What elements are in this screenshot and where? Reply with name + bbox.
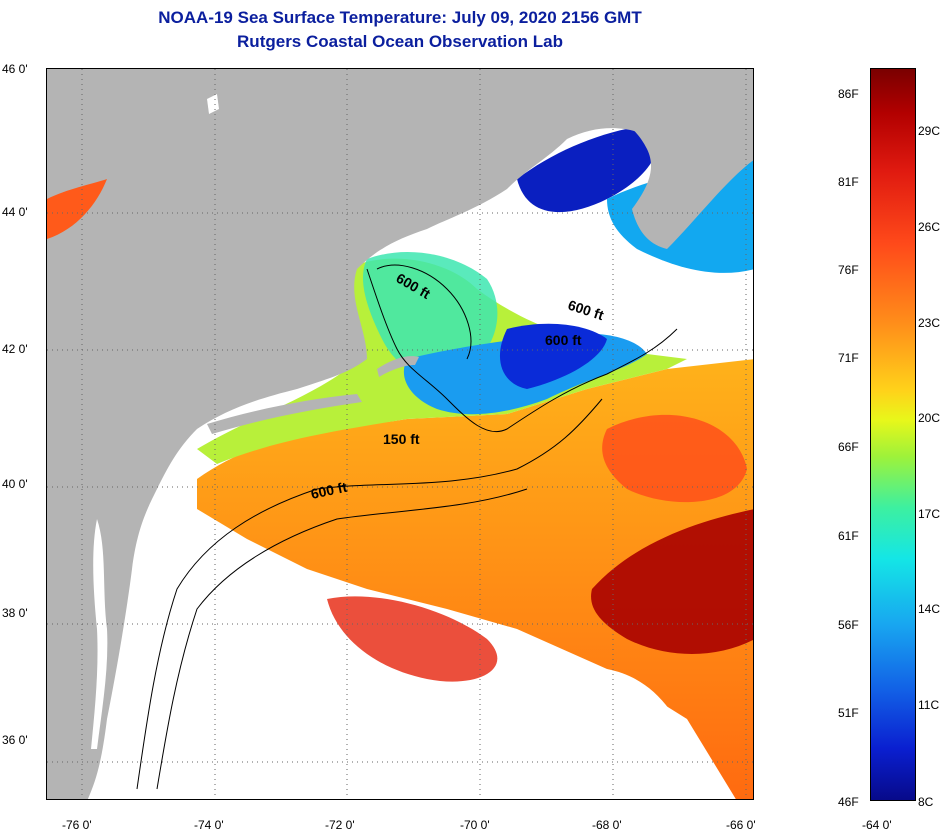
lat-label: 44 0' [2, 205, 28, 219]
lat-label: 42 0' [2, 342, 28, 356]
bathymetry-contours [136, 264, 678, 790]
red-water-patch [602, 414, 747, 503]
shelf-water-teal [362, 251, 498, 378]
colorbar-label-f: 46F [838, 795, 859, 809]
cold-water-gulf-of-maine [517, 124, 660, 213]
colorbar-label-c: 17C [918, 507, 941, 521]
colorbar-label-f: 56F [838, 618, 859, 632]
red-water-patch [327, 596, 498, 682]
map-subtitle: Rutgers Coastal Ocean Observation Lab [237, 32, 563, 51]
lat-label: 36 0' [2, 733, 28, 747]
chesapeake-bay [91, 519, 108, 749]
colorbar-label-f: 66F [838, 440, 859, 454]
lon-label: -72 0' [325, 818, 355, 832]
gulf-stream-core [591, 509, 753, 654]
cloud-cover [402, 689, 606, 799]
land-cape-cod [377, 356, 419, 377]
lat-label: 38 0' [2, 606, 28, 620]
lat-label: 40 0' [2, 477, 28, 491]
cloud-cover [607, 669, 707, 799]
cloud-cover [607, 268, 727, 331]
temperature-colorbar [870, 68, 916, 801]
lon-label: -74 0' [194, 818, 224, 832]
colorbar-label-c: 20C [918, 411, 941, 425]
colorbar-label-f: 51F [838, 706, 859, 720]
lon-label: -76 0' [62, 818, 92, 832]
colorbar-label-f: 76F [838, 263, 859, 277]
colorbar-label-c: 11C [918, 698, 940, 712]
cold-water-region [499, 323, 607, 389]
contour-label-600ft: 600 ft [545, 332, 582, 348]
sst-map-canvas: 600 ft 600 ft 600 ft 150 ft 600 ft [47, 69, 753, 799]
colorbar-label-f: 81F [838, 175, 859, 189]
map-title: NOAA-19 Sea Surface Temperature: July 09… [158, 8, 642, 27]
lon-label: -66 0' [726, 818, 756, 832]
cloud-cover [427, 210, 556, 266]
contour-label-150ft: 150 ft [383, 431, 420, 447]
contour-label-600ft: 600 ft [309, 479, 348, 502]
graticule [47, 69, 753, 799]
colorbar-label-c: 23C [918, 316, 941, 330]
colorbar-label-c: 14C [918, 602, 941, 616]
land-long-island [207, 394, 362, 434]
colorbar-label-c: 8C [918, 795, 934, 809]
land-mainland [47, 69, 753, 799]
lon-label: -64 0' [862, 818, 892, 832]
lat-label: 46 0' [2, 62, 28, 76]
colorbar-label-f: 71F [838, 351, 859, 365]
colorbar-label-f: 86F [838, 87, 859, 101]
warm-lake [47, 179, 107, 239]
colorbar-label-f: 61F [838, 529, 859, 543]
colorbar-label-c: 26C [918, 220, 941, 234]
sst-map[interactable]: 600 ft 600 ft 600 ft 150 ft 600 ft [46, 68, 754, 800]
lake-champlain [207, 94, 219, 114]
land-nova-scotia [607, 79, 753, 249]
lon-label: -70 0' [460, 818, 490, 832]
colorbar-label-c: 29C [918, 124, 941, 138]
lon-label: -68 0' [592, 818, 622, 832]
